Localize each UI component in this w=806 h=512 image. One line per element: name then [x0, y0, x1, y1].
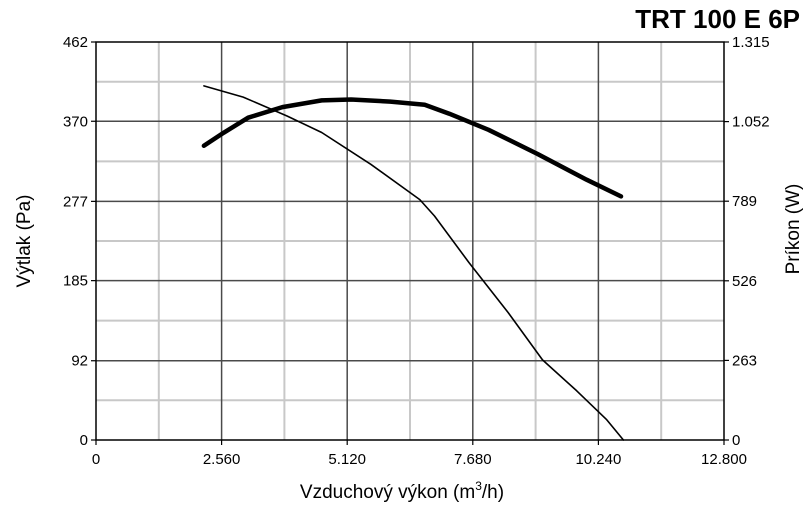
left-axis-ticks: 0 92 185 277 370 462	[63, 34, 96, 449]
x-tick-label: 5.120	[328, 451, 366, 468]
power-curve-line	[201, 97, 624, 199]
right-axis-ticks: 0 263 526 789 1.052 1.315	[724, 34, 770, 449]
y2-tick-label: 1.052	[732, 114, 770, 131]
y-axis-label: Výtlak (Pa)	[14, 195, 35, 288]
series-layer	[201, 85, 625, 441]
pressure-curve-line	[203, 85, 625, 441]
x-tick-label: 10.240	[575, 451, 621, 468]
x-tick-label: 2.560	[203, 451, 241, 468]
y2-axis-label: Príkon (W)	[783, 184, 804, 275]
y2-tick-label: 789	[732, 193, 757, 210]
major-grid	[96, 42, 724, 440]
x-tick-label: 7.680	[454, 451, 492, 468]
chart-title: TRT 100 E 6P	[635, 4, 800, 34]
bottom-axis-ticks: 0 2.560 5.120 7.680 10.240 12.800	[92, 440, 747, 468]
x-axis-label-main: Vzduchový výkon (m	[300, 482, 475, 503]
x-axis-label: Vzduchový výkon (m3/h)	[300, 479, 504, 503]
y-tick-label: 92	[71, 353, 88, 370]
y2-tick-label: 526	[732, 273, 757, 290]
y-tick-label: 0	[80, 432, 88, 449]
y-tick-label: 277	[63, 193, 88, 210]
y-tick-label: 370	[63, 113, 88, 130]
y2-tick-label: 1.315	[732, 34, 770, 51]
y2-tick-label: 0	[732, 432, 740, 449]
x-axis-label-end: /h)	[482, 482, 504, 503]
x-axis-label-superscript: 3	[475, 479, 482, 493]
y2-tick-label: 263	[732, 352, 757, 369]
x-tick-label: 12.800	[701, 451, 747, 468]
plot-frame	[95, 41, 725, 441]
y-tick-label: 462	[63, 34, 88, 51]
x-tick-label: 0	[92, 451, 100, 468]
y-tick-label: 185	[63, 273, 88, 290]
